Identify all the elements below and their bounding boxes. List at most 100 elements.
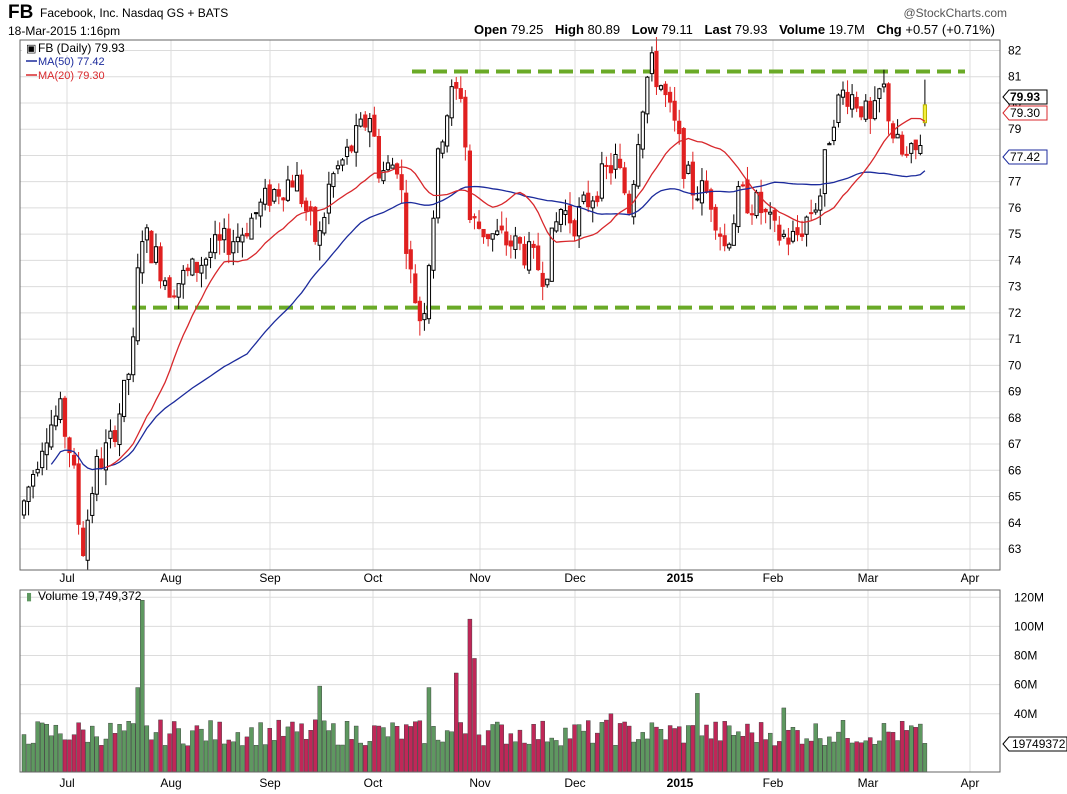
volume-bar — [399, 738, 404, 773]
candle-body — [654, 50, 659, 88]
volume-tick-label: 120M — [1014, 590, 1044, 604]
candle-body — [554, 221, 559, 232]
volume-bar — [30, 742, 36, 773]
price-x-label: Sep — [259, 571, 281, 585]
candle-body — [149, 230, 154, 264]
volume-bar — [872, 744, 878, 773]
volume-bar — [167, 733, 172, 773]
candle-body — [699, 180, 705, 204]
volume-bar — [859, 742, 864, 773]
volume-bar — [658, 729, 664, 773]
volume-tick-label: 40M — [1014, 707, 1037, 721]
candle-body — [822, 149, 827, 195]
candle-body — [167, 277, 172, 298]
price-tick-label: 73 — [1008, 280, 1022, 294]
candle-body — [458, 88, 463, 99]
volume-bar — [476, 734, 482, 773]
volume-bar — [390, 722, 395, 773]
candle-body — [285, 179, 290, 201]
candle-body — [854, 96, 859, 109]
volume-bar — [458, 722, 463, 773]
candle-body — [704, 180, 709, 193]
volume-bar — [649, 722, 655, 773]
candle-body — [40, 450, 45, 469]
volume-bar — [772, 745, 777, 773]
candle-body — [577, 205, 582, 237]
volume-bar — [258, 722, 263, 773]
volume-bar — [877, 740, 882, 773]
candle-body — [658, 85, 664, 90]
candle-body — [649, 52, 654, 75]
volume-bar — [745, 723, 750, 773]
volume-bar — [758, 722, 764, 773]
candle-body — [900, 134, 905, 155]
candle-body — [358, 118, 363, 127]
candle-body — [440, 141, 445, 154]
volume-bar — [130, 723, 136, 773]
candle-body — [763, 208, 768, 213]
candle-body — [740, 184, 745, 187]
candle-body — [922, 104, 927, 124]
candle-body — [563, 210, 568, 215]
candle-body — [476, 221, 482, 229]
price-tick-label: 72 — [1008, 306, 1022, 320]
volume-bar — [349, 739, 354, 773]
price-tick-label: 75 — [1008, 227, 1022, 241]
price-tick-label: 66 — [1008, 463, 1022, 477]
volume-bar — [831, 741, 837, 773]
volume-bar — [663, 739, 668, 773]
candle-body — [772, 209, 777, 221]
candle-body — [886, 83, 891, 122]
volume-bar — [918, 723, 923, 773]
volume-bar — [704, 724, 709, 773]
candle-body — [354, 125, 359, 153]
candle-body — [768, 211, 773, 215]
candle-body — [686, 164, 691, 174]
volume-x-label: Dec — [564, 776, 585, 790]
volume-bar — [713, 721, 718, 773]
volume-bar — [67, 739, 72, 773]
volume-bar — [608, 713, 614, 773]
volume-bar — [440, 741, 445, 773]
volume-bar — [485, 730, 491, 773]
price-tick-label: 70 — [1008, 358, 1022, 372]
volume-bar — [331, 723, 336, 773]
candle-body — [850, 94, 855, 110]
volume-bar — [499, 724, 504, 773]
candle-body — [44, 442, 49, 456]
volume-bar — [636, 739, 641, 773]
candle-body — [217, 234, 222, 241]
candle-body — [863, 100, 868, 120]
candle-body — [299, 174, 304, 205]
price-x-label: Jul — [59, 571, 74, 585]
price-tick-label: 74 — [1008, 253, 1022, 267]
candle-body — [604, 164, 609, 167]
candle-body — [845, 91, 850, 107]
candle-body — [859, 106, 864, 118]
volume-bar — [444, 730, 450, 773]
volume-bar — [294, 731, 300, 773]
volume-bar — [326, 730, 332, 773]
volume-bar — [899, 721, 905, 773]
price-x-label: 2015 — [667, 571, 694, 585]
volume-bar — [754, 742, 759, 773]
price-x-label: Dec — [564, 571, 585, 585]
volume-bar — [463, 733, 468, 773]
price-tick-label: 67 — [1008, 437, 1022, 451]
candle-body — [595, 195, 600, 203]
price-x-label: Mar — [858, 571, 879, 585]
candle-body — [754, 191, 759, 217]
candle-body — [99, 458, 104, 468]
chart-header: FB Facebook, Inc. Nasdaq GS + BATS 18-Ma… — [0, 0, 1067, 40]
candle-body — [413, 273, 418, 304]
volume-bar — [21, 734, 27, 773]
candle-body — [777, 224, 782, 241]
candle-body — [786, 237, 791, 245]
candle-body — [495, 230, 500, 236]
volume-bar — [749, 732, 755, 773]
candle-body — [90, 493, 95, 516]
volume-bar — [417, 720, 423, 773]
volume-bar — [818, 738, 823, 773]
badge-last-text: 79.93 — [1010, 90, 1040, 104]
volume-x-label: Apr — [961, 776, 980, 790]
